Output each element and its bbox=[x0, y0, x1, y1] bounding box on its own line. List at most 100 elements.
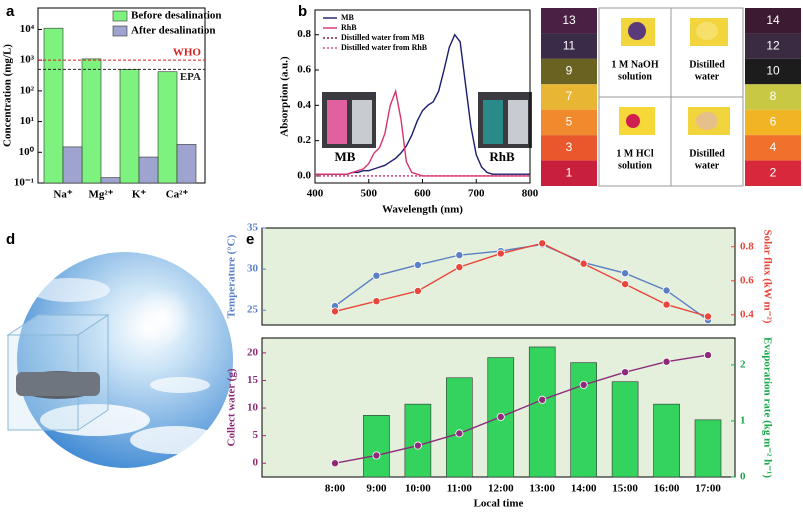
y-tick-label: 0.4 bbox=[297, 99, 311, 111]
ph-label: 14 bbox=[766, 13, 780, 27]
x-tick-label: 15:00 bbox=[612, 483, 638, 495]
legend-label: After desalination bbox=[131, 25, 215, 37]
legend-swatch bbox=[112, 25, 128, 37]
series-line bbox=[315, 88, 530, 177]
ph-label: 10 bbox=[766, 64, 780, 78]
bar bbox=[157, 71, 178, 184]
marker bbox=[579, 380, 588, 389]
ph-swatch bbox=[541, 33, 597, 59]
y2-axis-label: Solar flux (kW m⁻²) bbox=[761, 230, 773, 324]
marker bbox=[538, 239, 547, 248]
ph-label: 8 bbox=[770, 89, 777, 103]
y-axis-label: Temperature (°C) bbox=[226, 234, 238, 318]
y-tick-label: 30 bbox=[247, 263, 259, 275]
marker bbox=[621, 269, 630, 278]
sample-photos bbox=[322, 92, 532, 148]
ph-label: 11 bbox=[563, 38, 576, 52]
marker bbox=[455, 251, 464, 260]
y-tick-label: 10³ bbox=[20, 54, 35, 66]
x-tick-label: 400 bbox=[307, 188, 324, 200]
marker bbox=[704, 351, 713, 360]
marker bbox=[413, 441, 422, 450]
photo-caption: Distilled bbox=[689, 148, 725, 159]
ph-swatch bbox=[745, 58, 801, 85]
legend-label: RhB bbox=[341, 23, 357, 32]
marker bbox=[496, 249, 505, 258]
x-axis-label: Wavelength (nm) bbox=[382, 204, 463, 216]
plot-frame bbox=[261, 227, 736, 326]
marker bbox=[662, 357, 671, 366]
plot-background bbox=[262, 228, 735, 325]
x-tick-label: Na⁺ bbox=[53, 189, 72, 201]
x-tick-label: 700 bbox=[468, 188, 485, 200]
x-tick-label: 500 bbox=[361, 188, 378, 200]
ph-swatch bbox=[541, 84, 597, 110]
x-tick-label: K⁺ bbox=[132, 189, 147, 201]
marker bbox=[330, 307, 339, 316]
x-tick-label: Mg²⁺ bbox=[89, 189, 114, 201]
photo-caption: water bbox=[695, 71, 720, 82]
marker bbox=[621, 280, 630, 289]
marker bbox=[538, 395, 547, 404]
y2-axis-label: Evaporation rate (kg m⁻² h⁻¹) bbox=[761, 337, 773, 478]
y2-tick-label: 0.8 bbox=[740, 240, 754, 252]
ph-label: 2 bbox=[770, 165, 777, 179]
panel-label: b bbox=[298, 3, 307, 20]
photo-caption: water bbox=[695, 160, 720, 171]
y-tick-label: 15 bbox=[247, 374, 259, 386]
x-axis-label: Local time bbox=[474, 498, 524, 510]
ph-swatch bbox=[745, 160, 801, 186]
y-tick-label: 0.0 bbox=[297, 169, 311, 181]
legend-swatch bbox=[112, 10, 128, 22]
bar bbox=[404, 403, 432, 478]
ph-label: 12 bbox=[766, 38, 780, 52]
marker bbox=[704, 312, 713, 321]
ph-label: 6 bbox=[770, 115, 777, 129]
y2-tick-label: 0 bbox=[740, 471, 746, 483]
y2-tick-label: 2 bbox=[740, 358, 746, 370]
ph-label: 9 bbox=[566, 64, 573, 78]
y2-tick-label: 0.4 bbox=[740, 308, 754, 320]
marker bbox=[455, 429, 464, 438]
legend-label: Distilled water from MB bbox=[341, 33, 425, 42]
ph-label: 3 bbox=[566, 140, 573, 154]
ph-label: 4 bbox=[770, 140, 777, 154]
bar bbox=[138, 156, 159, 184]
y-tick-label: 0.6 bbox=[297, 64, 311, 76]
ph-swatch bbox=[541, 135, 597, 161]
bar bbox=[176, 144, 197, 184]
illustration bbox=[6, 252, 233, 468]
bar bbox=[528, 346, 556, 478]
panel-label: d bbox=[6, 231, 15, 248]
ph-swatch bbox=[541, 8, 597, 34]
series-line bbox=[334, 242, 709, 318]
legend-label: Before desalination bbox=[131, 10, 222, 22]
photo-label: RhB bbox=[489, 149, 515, 164]
y-tick-label: 10² bbox=[20, 84, 35, 96]
ph-swatch bbox=[541, 109, 597, 136]
marker bbox=[413, 260, 422, 269]
y-tick-label: 5 bbox=[253, 429, 259, 441]
y-tick-label: 10 bbox=[247, 402, 259, 414]
ph-label: 5 bbox=[566, 115, 573, 129]
bar bbox=[100, 177, 121, 184]
y-axis-label: Collect water (g) bbox=[226, 368, 238, 446]
y-tick-label: 0.8 bbox=[297, 28, 311, 40]
bar bbox=[611, 381, 639, 478]
panel-label: e bbox=[246, 231, 254, 248]
y-tick-label: 25 bbox=[247, 304, 259, 316]
marker bbox=[496, 412, 505, 421]
x-tick-label: 600 bbox=[414, 188, 431, 200]
photo-caption: solution bbox=[618, 71, 652, 82]
x-tick-label: Ca²⁺ bbox=[166, 189, 189, 201]
y-tick-label: 20 bbox=[247, 346, 259, 358]
series-line bbox=[334, 354, 709, 464]
x-tick-label: 11:00 bbox=[447, 483, 473, 495]
marker bbox=[330, 459, 339, 468]
y-tick-label: 10⁰ bbox=[19, 146, 35, 158]
y2-tick-label: 0.6 bbox=[740, 274, 754, 286]
x-tick-label: 8:00 bbox=[325, 483, 346, 495]
x-tick-label: 16:00 bbox=[654, 483, 680, 495]
bar bbox=[694, 419, 722, 478]
